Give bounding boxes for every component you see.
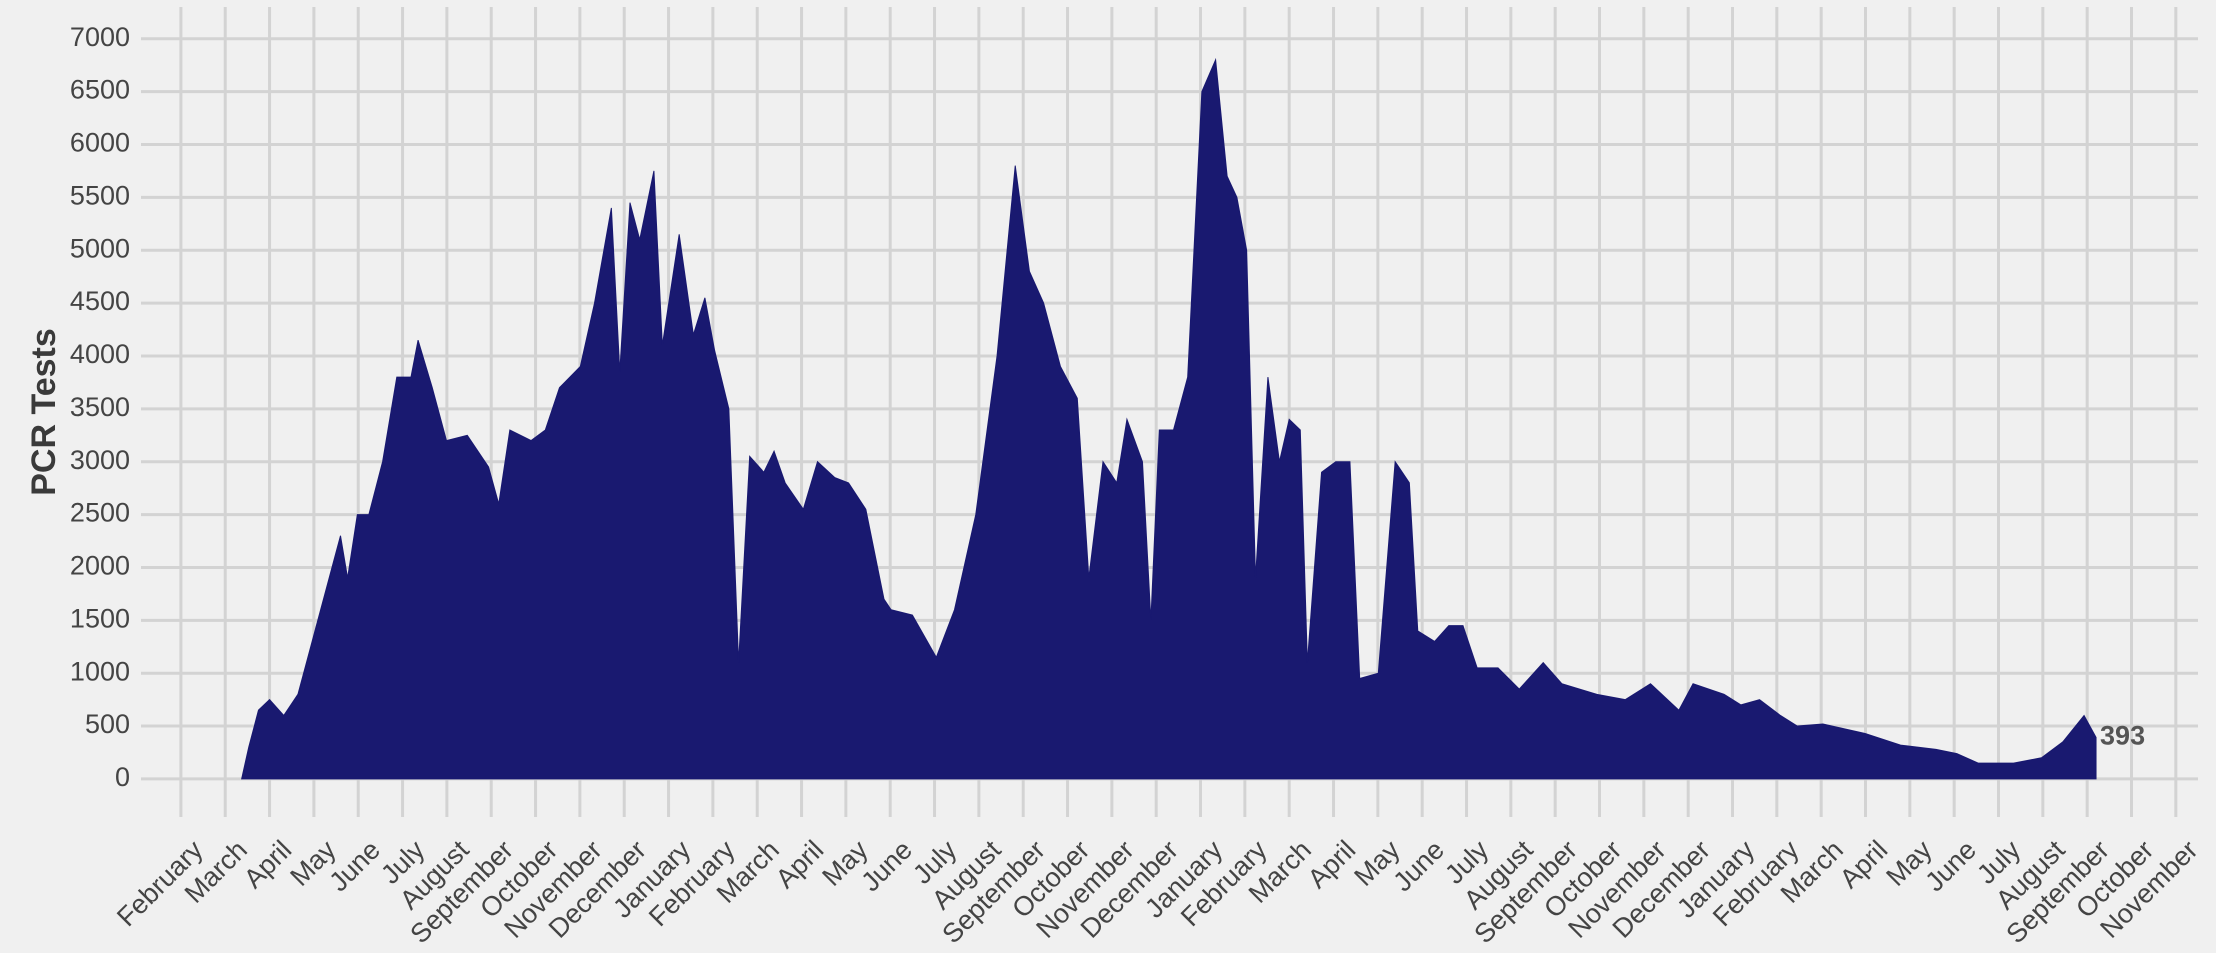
- y-tick-label: 2000: [70, 551, 130, 581]
- y-tick-label: 3500: [70, 392, 130, 422]
- last-value-label: 393: [2100, 720, 2145, 750]
- y-tick-label: 4500: [70, 286, 130, 316]
- y-tick-label: 4000: [70, 339, 130, 369]
- x-tick-label: April: [1302, 835, 1361, 894]
- x-tick-label: April: [770, 835, 829, 894]
- y-tick-label: 2500: [70, 498, 130, 528]
- y-tick-label: 3000: [70, 445, 130, 475]
- y-tick-label: 5500: [70, 180, 130, 210]
- y-axis-label: PCR Tests: [25, 328, 63, 496]
- x-tick-label: April: [238, 835, 297, 894]
- y-tick-label: 1000: [70, 656, 130, 686]
- y-tick-label: 5000: [70, 233, 130, 263]
- y-tick-label: 6500: [70, 75, 130, 105]
- y-tick-label: 7000: [70, 22, 130, 52]
- area: [241, 57, 2097, 780]
- y-tick-label: 500: [85, 709, 130, 739]
- y-tick-label: 6000: [70, 128, 130, 158]
- y-tick-label: 0: [115, 762, 130, 792]
- x-tick-label: April: [1834, 835, 1893, 894]
- y-tick-label: 1500: [70, 603, 130, 633]
